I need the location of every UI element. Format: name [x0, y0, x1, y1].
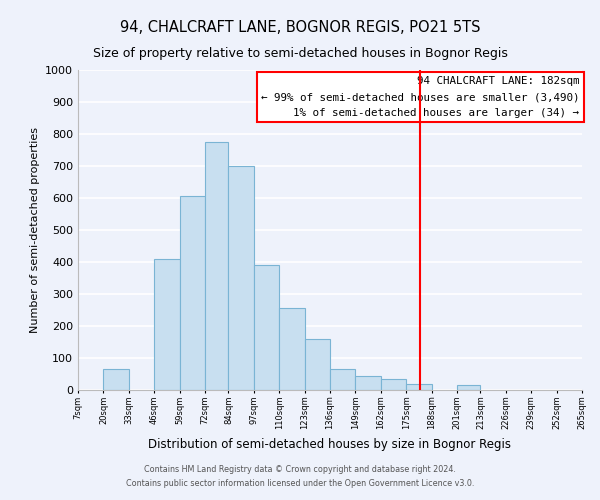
Bar: [355, 376, 381, 390]
Text: 94, CHALCRAFT LANE, BOGNOR REGIS, PO21 5TS: 94, CHALCRAFT LANE, BOGNOR REGIS, PO21 5…: [120, 20, 480, 35]
Bar: [406, 384, 431, 390]
Bar: [381, 379, 406, 390]
Bar: [205, 142, 229, 390]
Bar: [279, 308, 305, 390]
Text: Contains HM Land Registry data © Crown copyright and database right 2024.
Contai: Contains HM Land Registry data © Crown c…: [126, 466, 474, 487]
Bar: [103, 369, 129, 390]
Bar: [179, 196, 205, 390]
Bar: [154, 259, 179, 390]
Bar: [305, 339, 330, 390]
Bar: [229, 166, 254, 390]
Text: Size of property relative to semi-detached houses in Bognor Regis: Size of property relative to semi-detach…: [92, 48, 508, 60]
Bar: [330, 369, 355, 390]
Y-axis label: Number of semi-detached properties: Number of semi-detached properties: [29, 127, 40, 333]
Bar: [457, 385, 481, 390]
Bar: [254, 265, 279, 390]
Text: 94 CHALCRAFT LANE: 182sqm
← 99% of semi-detached houses are smaller (3,490)
1% o: 94 CHALCRAFT LANE: 182sqm ← 99% of semi-…: [261, 76, 580, 118]
X-axis label: Distribution of semi-detached houses by size in Bognor Regis: Distribution of semi-detached houses by …: [149, 438, 511, 451]
